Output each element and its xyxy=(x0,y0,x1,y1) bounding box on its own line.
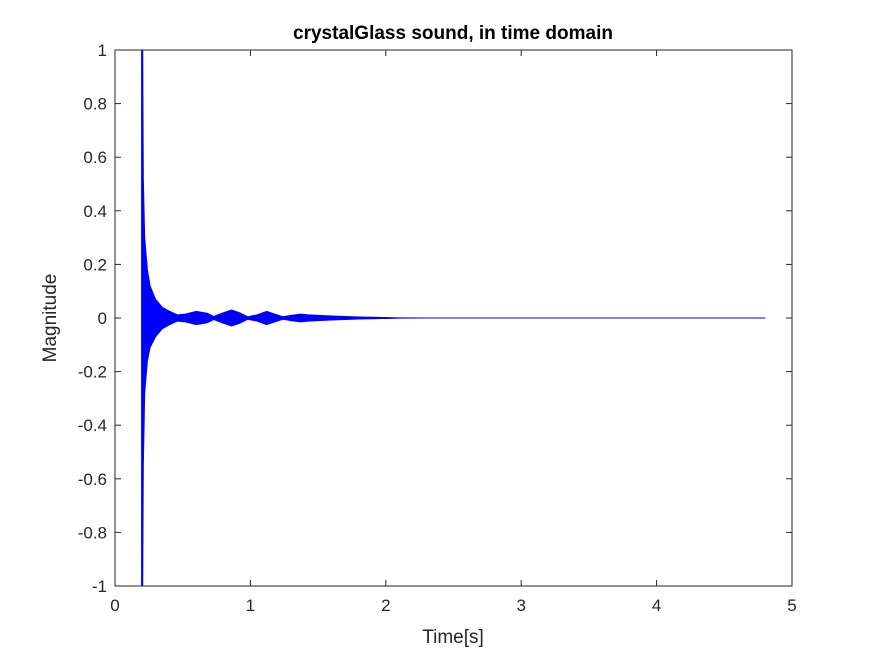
y-tick-label: -0.6 xyxy=(78,470,107,489)
series-layer xyxy=(141,49,766,587)
y-tick-label: -0.8 xyxy=(78,523,107,542)
y-tick-label: 0.4 xyxy=(83,202,107,221)
x-tick-label: 2 xyxy=(381,596,390,615)
x-tick-label: 4 xyxy=(652,596,661,615)
x-axis-label: Time[s] xyxy=(422,627,484,648)
y-tick-label: -0.2 xyxy=(78,363,107,382)
x-tick-label: 5 xyxy=(787,596,796,615)
y-axis-label: Magnitude xyxy=(40,274,61,363)
chart-title: crystalGlass sound, in time domain xyxy=(293,23,613,44)
y-tick-labels: -1 -0.8 -0.6 -0.4 -0.2 0 0.2 0.4 0.6 0.8 1 xyxy=(78,41,107,596)
y-tick-label: 0 xyxy=(98,309,107,328)
y-tick-label: -0.4 xyxy=(78,416,107,435)
x-tick-label: 1 xyxy=(246,596,255,615)
y-tick-label: 0.2 xyxy=(83,255,107,274)
y-tick-label: 0.6 xyxy=(83,148,107,167)
x-tick-labels: 0 1 2 3 4 5 xyxy=(110,596,796,615)
y-tick-label: -1 xyxy=(92,577,107,596)
y-tick-label: 1 xyxy=(98,41,107,60)
tick-marks xyxy=(114,49,793,587)
y-tick-label: 0.8 xyxy=(83,95,107,114)
x-tick-label: 0 xyxy=(110,596,119,615)
x-tick-label: 3 xyxy=(516,596,525,615)
